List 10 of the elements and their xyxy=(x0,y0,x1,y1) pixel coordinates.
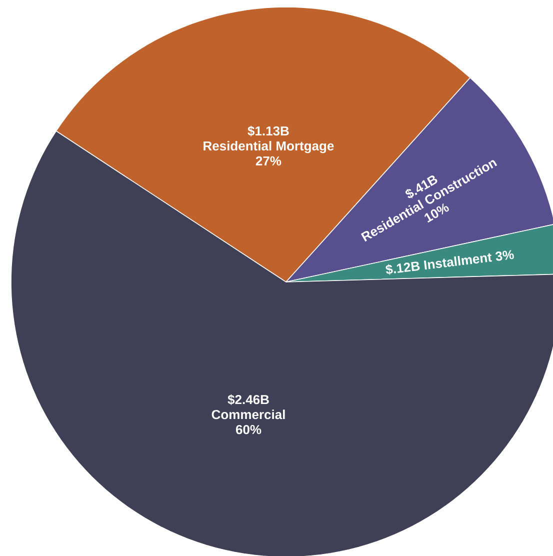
text: 10% xyxy=(424,203,449,223)
slice-label: Commercial xyxy=(212,410,285,420)
data-label: $1.13B xyxy=(248,126,289,136)
slice-label: Residential Mortgage xyxy=(204,140,334,154)
text: 3% xyxy=(496,250,514,261)
text: 60% xyxy=(236,424,262,434)
text: 27% xyxy=(256,156,282,166)
slice-label: Installment xyxy=(424,253,492,270)
data-label: $2.46B xyxy=(228,394,269,406)
data-label: $.12B xyxy=(386,262,420,275)
